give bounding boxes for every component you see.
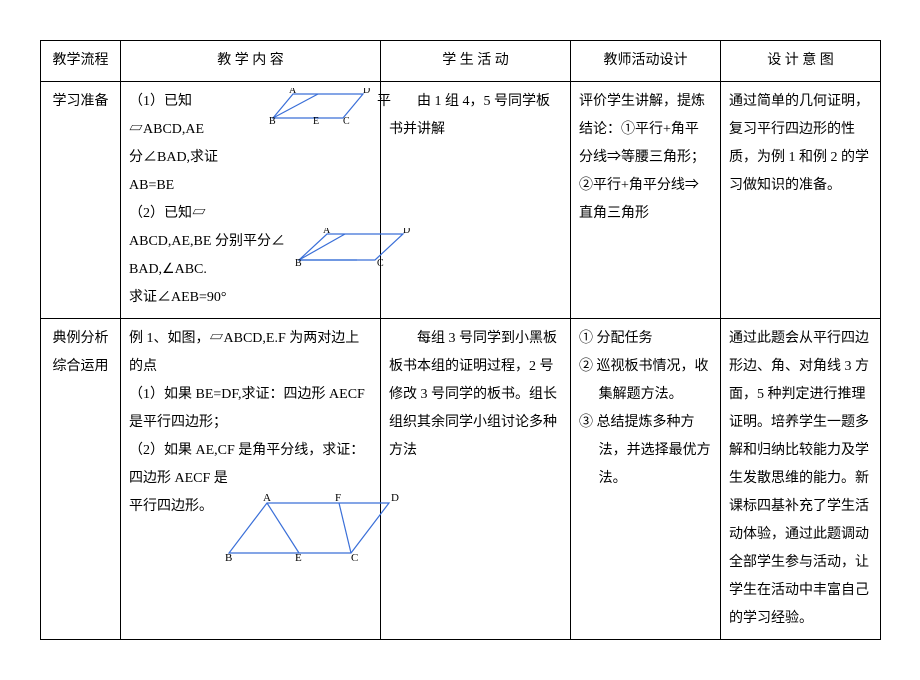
row1-student: 由 1 组 4，5 号同学板书并讲解 — [381, 82, 571, 319]
row2-teacher-item2: ② 巡视板书情况，收集解题方法。 — [579, 353, 712, 409]
header-student: 学 生 活 动 — [381, 41, 571, 82]
row2-p2: （1）如果 BE=DF,求证：四边形 AECF 是平行四边形； — [129, 381, 372, 437]
row2-p4: 平行四边形。 — [129, 493, 213, 521]
row2-student: 每组 3 号同学到小黑板板书本组的证明过程，2 号修改 3 号同学的板书。组长组… — [381, 319, 571, 640]
table-row: 学习准备 （1）已知▱ABCD,AE 分∠BAD,求证 AB=BE A D B E C — [41, 82, 881, 319]
row1-p3: ABCD,AE,BE 分别平分∠ — [129, 228, 285, 256]
row1-content: （1）已知▱ABCD,AE 分∠BAD,求证 AB=BE ADBEC 平 （2）… — [121, 82, 381, 319]
svg-text:D: D — [391, 493, 399, 504]
row1-p1-trail: 平 — [377, 88, 391, 116]
svg-text:A: A — [289, 88, 297, 96]
row2-p1: 例 1、如图，▱ABCD,E.F 为两对边上的点 — [129, 325, 372, 381]
svg-text:B: B — [295, 258, 302, 268]
header-design: 设 计 意 图 — [721, 41, 881, 82]
row1-p2: （2）已知▱ — [129, 200, 372, 228]
header-teacher: 教师活动设计 — [571, 41, 721, 82]
row2-teacher: ① 分配任务 ② 巡视板书情况，收集解题方法。 ③ 总结提炼多种方法，并选择最优… — [571, 319, 721, 640]
svg-text:B: B — [225, 552, 232, 563]
svg-text:E: E — [313, 116, 319, 126]
header-flow: 教学流程 — [41, 41, 121, 82]
row2-design: 通过此题会从平行四边形边、角、对角线 3 方面，5 种判定进行推理证明。培养学生… — [721, 319, 881, 640]
parallelogram-figure-2: A D B C — [291, 228, 411, 279]
row2-flow: 典例分析综合运用 — [41, 319, 121, 640]
svg-text:D: D — [363, 88, 370, 96]
row2-p3: （2）如果 AE,CF 是角平分线，求证：四边形 AECF 是 — [129, 437, 372, 493]
row2-content: 例 1、如图，▱ABCD,E.F 为两对边上的点 （1）如果 BE=DF,求证：… — [121, 319, 381, 640]
header-content: 教 学 内 容 — [121, 41, 381, 82]
row1-p1b: 分∠BAD,求证 AB=BE — [129, 144, 259, 200]
row2-student-text: 每组 3 号同学到小黑板板书本组的证明过程，2 号修改 3 号同学的板书。组长组… — [389, 325, 562, 465]
svg-text:C: C — [377, 258, 384, 268]
svg-text:A: A — [263, 493, 271, 504]
table-header-row: 教学流程 教 学 内 容 学 生 活 动 教师活动设计 设 计 意 图 — [41, 41, 881, 82]
row2-teacher-item3: ③ 总结提炼多种方法，并选择最优方法。 — [579, 409, 712, 493]
svg-text:B: B — [269, 116, 276, 126]
row1-p5: 求证∠AEB=90° — [129, 284, 372, 312]
svg-text:D: D — [403, 228, 410, 236]
table-row: 典例分析综合运用 例 1、如图，▱ABCD,E.F 为两对边上的点 （1）如果 … — [41, 319, 881, 640]
row2-teacher-item1: ① 分配任务 — [579, 325, 712, 353]
parallelogram-figure-3: A F D B E C — [219, 493, 419, 574]
row1-teacher: 评价学生讲解，提炼结论：①平行+角平分线⇒等腰三角形；②平行+角平分线⇒ 直角三… — [571, 82, 721, 319]
svg-text:C: C — [343, 116, 350, 126]
row1-student-text: 由 1 组 4，5 号同学板书并讲解 — [389, 88, 562, 144]
row1-p4: BAD,∠ABC. — [129, 256, 285, 284]
row1-p1a: （1）已知▱ABCD,AE — [129, 88, 259, 144]
lesson-plan-table: 教学流程 教 学 内 容 学 生 活 动 教师活动设计 设 计 意 图 学习准备… — [40, 40, 881, 640]
svg-text:F: F — [335, 493, 341, 504]
svg-text:C: C — [351, 552, 358, 563]
row1-design: 通过简单的几何证明，复习平行四边形的性质，为例 1 和例 2 的学习做知识的准备… — [721, 82, 881, 319]
parallelogram-figure-1: A D B E C — [263, 88, 373, 137]
svg-text:A: A — [323, 228, 331, 236]
row1-flow: 学习准备 — [41, 82, 121, 319]
svg-text:E: E — [295, 552, 302, 563]
